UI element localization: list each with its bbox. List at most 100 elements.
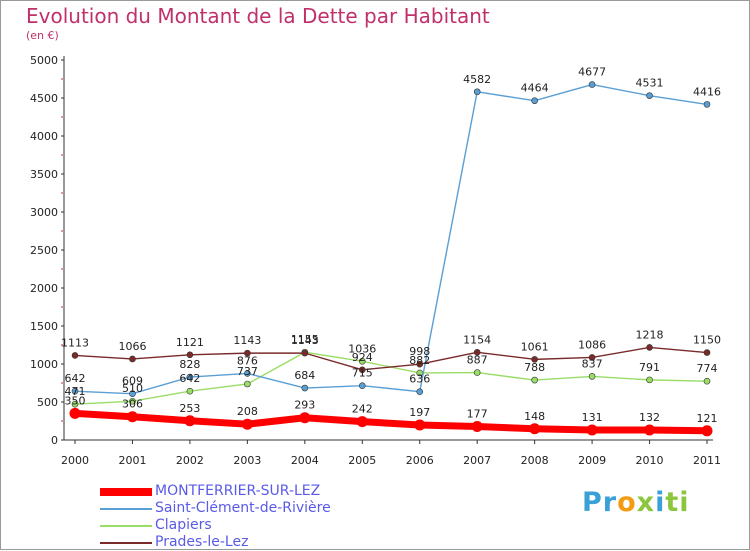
y-tick-label: 3000 xyxy=(30,206,58,219)
data-label: 1143 xyxy=(233,334,261,347)
data-point xyxy=(244,349,251,357)
data-label: 1155 xyxy=(291,333,319,346)
data-label: 121 xyxy=(697,412,718,425)
data-label: 1061 xyxy=(521,340,549,353)
data-point xyxy=(126,411,138,423)
data-point xyxy=(646,376,653,384)
data-label: 642 xyxy=(65,372,86,385)
data-point xyxy=(414,419,426,431)
logo-letters-4: i xyxy=(655,487,666,518)
x-tick-label: 2003 xyxy=(233,454,261,467)
data-point xyxy=(244,370,251,377)
data-point xyxy=(129,390,136,398)
data-label: 510 xyxy=(122,382,143,395)
data-point xyxy=(71,400,79,408)
data-label: 737 xyxy=(237,365,258,378)
legend-swatch xyxy=(100,488,152,496)
y-tick-label: 500 xyxy=(37,396,58,409)
x-tick-label: 2000 xyxy=(61,454,89,467)
data-point xyxy=(301,349,309,357)
data-label: 1218 xyxy=(636,328,664,341)
data-point xyxy=(358,366,366,374)
x-tick-label: 2006 xyxy=(406,454,434,467)
data-label: 791 xyxy=(639,361,660,374)
data-point xyxy=(186,373,194,381)
series-line xyxy=(71,409,711,435)
series-0 xyxy=(69,407,713,437)
legend-label: Prades-le-Lez xyxy=(155,534,249,550)
y-tick-label: 4500 xyxy=(30,92,58,105)
data-label: 1121 xyxy=(176,336,204,349)
data-label: 609 xyxy=(122,375,143,388)
y-tick-label: 2000 xyxy=(30,282,58,295)
y-tick-label: 5000 xyxy=(30,54,58,67)
chart-subtitle: (en €) xyxy=(26,29,59,42)
data-label: 4677 xyxy=(578,66,606,79)
data-point xyxy=(416,360,424,368)
axes: 0 500 1000 1500 2000 2500 3000 3500 4000 4500 5000… xyxy=(30,54,721,467)
data-point xyxy=(588,354,596,361)
legend-label: MONTFERRIER-SUR-LEZ xyxy=(155,483,321,499)
data-point xyxy=(358,357,366,365)
data-point xyxy=(69,407,81,419)
y-tick-label: 4000 xyxy=(30,130,58,143)
legend-swatch xyxy=(100,542,152,544)
data-label: 774 xyxy=(697,362,718,375)
data-label: 177 xyxy=(467,408,488,421)
data-point xyxy=(473,369,481,376)
data-label: 1143 xyxy=(291,334,319,347)
data-point xyxy=(471,421,483,433)
data-point xyxy=(644,424,656,436)
legend-swatch xyxy=(100,508,152,510)
legend-label: Clapiers xyxy=(155,517,212,533)
proxiti-logo: Proxiti xyxy=(582,487,690,518)
data-point xyxy=(701,425,713,437)
data-point xyxy=(646,92,653,99)
data-label: 887 xyxy=(467,354,488,367)
series-line xyxy=(74,83,708,395)
data-label: 242 xyxy=(352,403,373,416)
x-tick-label: 2008 xyxy=(521,454,549,467)
x-tick-label: 2002 xyxy=(176,454,204,467)
data-label: 828 xyxy=(179,358,200,371)
data-point xyxy=(299,412,311,424)
data-label: 1066 xyxy=(118,340,146,353)
series-3 xyxy=(71,344,711,374)
data-point xyxy=(588,81,596,88)
data-point xyxy=(588,373,596,380)
data-point xyxy=(186,387,194,395)
data-point xyxy=(356,416,368,428)
series-line xyxy=(74,351,708,405)
data-label: 208 xyxy=(237,405,258,418)
logo-letters-3: x xyxy=(636,487,656,518)
data-label: 1036 xyxy=(348,342,376,355)
data-label: 998 xyxy=(409,345,430,358)
logo-letters-5: ti xyxy=(665,487,690,518)
data-label: 924 xyxy=(352,351,373,364)
data-point xyxy=(529,423,541,435)
data-label: 1150 xyxy=(693,334,721,347)
data-point xyxy=(71,387,79,395)
data-point xyxy=(531,356,538,363)
legend-label: Saint-Clément-de-Rivière xyxy=(155,500,331,516)
x-tick-label: 2005 xyxy=(348,454,376,467)
data-point xyxy=(71,352,79,359)
legend-swatch xyxy=(100,525,152,527)
data-point xyxy=(301,384,309,392)
data-label: 471 xyxy=(65,385,86,398)
data-point xyxy=(473,88,481,96)
data-point xyxy=(473,348,481,356)
series-layer xyxy=(69,81,713,437)
data-label: 4464 xyxy=(521,82,549,95)
data-point xyxy=(703,101,711,108)
data-point xyxy=(531,376,538,384)
series-line xyxy=(74,346,708,371)
data-label: 131 xyxy=(582,411,603,424)
data-point xyxy=(703,377,711,385)
data-label: 293 xyxy=(294,399,315,412)
series-2 xyxy=(71,348,711,408)
data-label: 788 xyxy=(524,361,545,374)
data-point xyxy=(184,415,196,427)
data-point xyxy=(416,388,424,395)
